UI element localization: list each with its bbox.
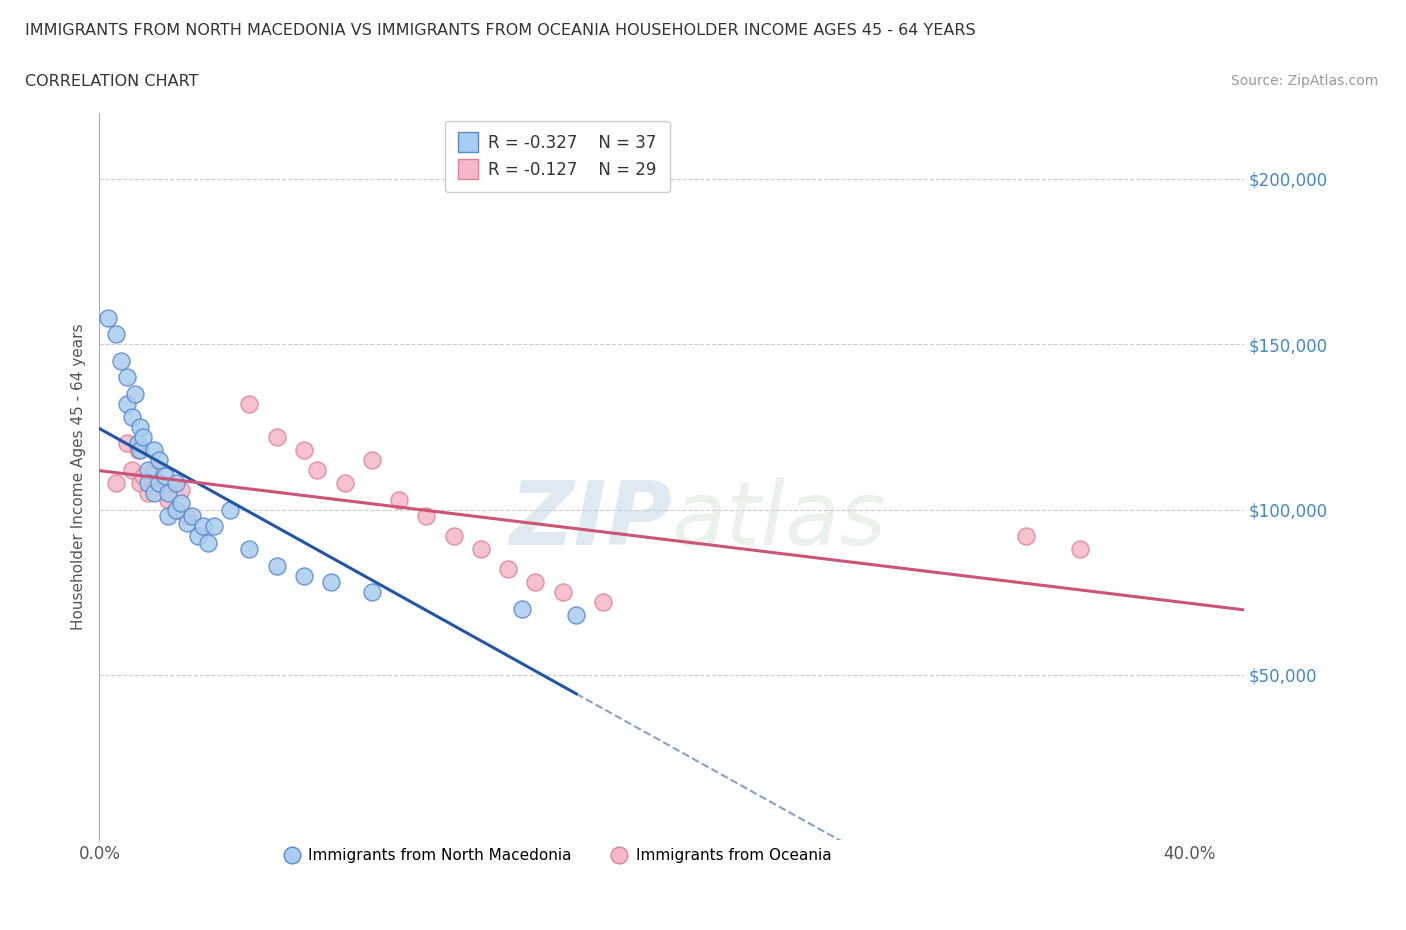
- Point: [138, 485, 160, 500]
- Point: [333, 475, 356, 490]
- Point: [124, 386, 146, 401]
- Point: [165, 502, 187, 517]
- Point: [238, 542, 260, 557]
- Point: [165, 475, 187, 490]
- Point: [170, 496, 193, 511]
- Point: [266, 558, 288, 573]
- Text: IMMIGRANTS FROM NORTH MACEDONIA VS IMMIGRANTS FROM OCEANIA HOUSEHOLDER INCOME AG: IMMIGRANTS FROM NORTH MACEDONIA VS IMMIG…: [25, 23, 976, 38]
- Text: ZIP: ZIP: [509, 477, 672, 564]
- Y-axis label: Householder Income Ages 45 - 64 years: Householder Income Ages 45 - 64 years: [72, 324, 86, 630]
- Point: [129, 475, 152, 490]
- Point: [191, 519, 214, 534]
- Point: [443, 528, 465, 543]
- Point: [127, 443, 149, 458]
- Point: [470, 542, 492, 557]
- Point: [181, 509, 204, 524]
- Point: [110, 353, 132, 368]
- Point: [176, 515, 198, 530]
- Point: [524, 575, 547, 590]
- Point: [138, 462, 160, 477]
- Point: [238, 396, 260, 411]
- Text: CORRELATION CHART: CORRELATION CHART: [25, 74, 198, 89]
- Point: [415, 509, 437, 524]
- Point: [104, 475, 127, 490]
- Point: [361, 585, 384, 600]
- Point: [129, 443, 152, 458]
- Point: [202, 519, 225, 534]
- Point: [129, 419, 152, 434]
- Point: [132, 469, 155, 484]
- Point: [132, 430, 155, 445]
- Point: [565, 608, 588, 623]
- Point: [97, 311, 120, 325]
- Point: [142, 462, 165, 477]
- Point: [115, 396, 138, 411]
- Point: [170, 483, 193, 498]
- Point: [186, 528, 208, 543]
- Point: [292, 443, 315, 458]
- Point: [115, 436, 138, 451]
- Point: [176, 509, 198, 524]
- Point: [142, 443, 165, 458]
- Point: [266, 430, 288, 445]
- Point: [292, 568, 315, 583]
- Point: [307, 462, 329, 477]
- Point: [388, 492, 411, 507]
- Point: [219, 502, 242, 517]
- Point: [104, 326, 127, 341]
- Point: [148, 475, 170, 490]
- Point: [138, 475, 160, 490]
- Point: [127, 436, 149, 451]
- Point: [148, 475, 170, 490]
- Point: [115, 370, 138, 385]
- Point: [153, 469, 176, 484]
- Point: [121, 462, 143, 477]
- Point: [148, 453, 170, 468]
- Text: Source: ZipAtlas.com: Source: ZipAtlas.com: [1230, 74, 1378, 88]
- Point: [1015, 528, 1038, 543]
- Point: [156, 485, 179, 500]
- Legend: Immigrants from North Macedonia, Immigrants from Oceania: Immigrants from North Macedonia, Immigra…: [277, 842, 838, 869]
- Point: [121, 409, 143, 424]
- Point: [1069, 542, 1091, 557]
- Point: [156, 509, 179, 524]
- Point: [165, 502, 187, 517]
- Point: [156, 492, 179, 507]
- Point: [551, 585, 574, 600]
- Point: [361, 453, 384, 468]
- Point: [510, 602, 533, 617]
- Point: [592, 595, 614, 610]
- Point: [319, 575, 342, 590]
- Point: [142, 485, 165, 500]
- Text: atlas: atlas: [672, 477, 886, 564]
- Point: [197, 535, 219, 550]
- Point: [496, 562, 519, 577]
